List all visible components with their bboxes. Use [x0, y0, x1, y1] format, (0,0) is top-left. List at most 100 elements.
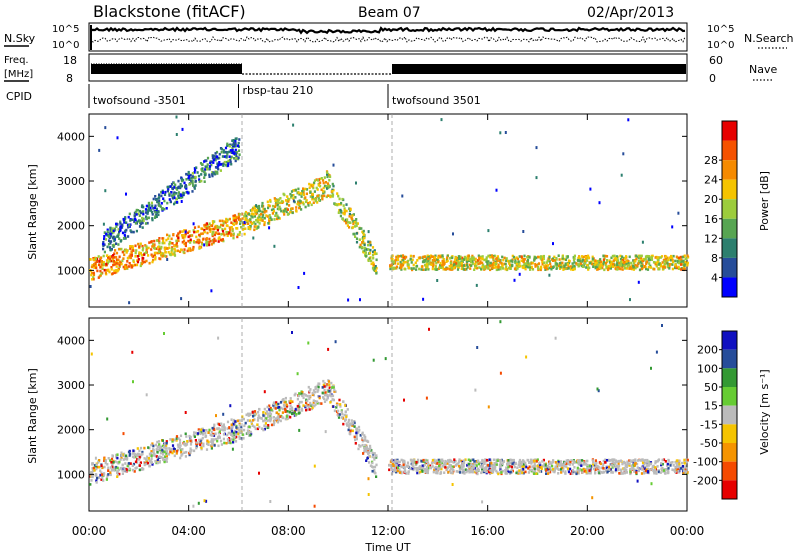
power-echo	[414, 261, 417, 265]
velocity-echo	[547, 462, 550, 466]
power-echo	[208, 167, 211, 170]
velocity-echo	[272, 423, 275, 426]
velocity-echo	[535, 472, 538, 475]
power-echo	[210, 224, 213, 227]
power-echo	[623, 267, 627, 270]
power-echo	[179, 186, 182, 190]
power-echo	[115, 262, 118, 265]
velocity-echo	[524, 464, 527, 467]
velocity-echo	[213, 423, 216, 427]
power-echo	[253, 228, 256, 232]
power-echo	[660, 264, 663, 268]
power-echo	[650, 258, 654, 261]
velocity-echo	[392, 469, 395, 473]
power-echo	[102, 222, 105, 226]
power-echo	[117, 268, 120, 272]
colorbar-swatch	[722, 160, 737, 180]
power-echo	[112, 263, 115, 267]
power-echo	[189, 249, 192, 252]
power-echo	[235, 137, 238, 140]
power-echo	[249, 224, 252, 228]
velocity-echo	[399, 464, 402, 468]
power-echo	[167, 188, 170, 191]
power-echo	[160, 190, 163, 194]
velocity-echo	[371, 469, 374, 473]
power-echo	[218, 161, 221, 164]
velocity-echo	[171, 444, 175, 447]
velocity-echo	[348, 423, 351, 426]
velocity-echo	[272, 404, 275, 407]
velocity-echo	[483, 462, 486, 466]
velocity-echo	[275, 403, 278, 406]
power-echo	[137, 212, 140, 215]
power-echo	[191, 175, 194, 178]
velocity-echo	[554, 336, 557, 340]
velocity-echo	[307, 403, 310, 407]
power-echo	[161, 255, 164, 258]
power-echo	[301, 189, 304, 193]
velocity-echo	[495, 461, 498, 464]
velocity-echo	[436, 462, 439, 465]
velocity-echo	[671, 468, 674, 471]
power-echo	[150, 240, 153, 244]
power-echo	[127, 225, 130, 229]
power-echo	[222, 164, 225, 167]
power-echo	[363, 249, 366, 253]
power-echo	[296, 202, 299, 206]
power-echo	[302, 190, 305, 194]
velocity-echo	[148, 464, 151, 468]
power-echo	[203, 243, 206, 247]
power-echo	[100, 256, 103, 259]
power-echo	[619, 267, 622, 271]
velocity-echo	[162, 453, 165, 456]
power-echo	[470, 256, 473, 259]
velocity-echo	[539, 463, 542, 467]
velocity-echo	[438, 464, 441, 468]
velocity-echo	[557, 464, 561, 467]
velocity-echo	[431, 465, 434, 468]
velocity-echo	[139, 461, 142, 464]
velocity-echo	[460, 467, 463, 471]
power-echo	[228, 150, 231, 154]
velocity-echo	[158, 447, 161, 450]
power-echo	[544, 268, 547, 271]
power-echo	[462, 268, 465, 271]
velocity-echo	[646, 470, 650, 473]
power-echo	[555, 262, 558, 265]
power-echo	[492, 257, 495, 261]
velocity-echo	[411, 462, 414, 466]
power-echo	[336, 203, 339, 207]
velocity-echo	[585, 470, 588, 474]
velocity-echo	[200, 438, 203, 441]
power-echo	[173, 191, 176, 194]
velocity-echo	[472, 458, 475, 462]
power-echo	[113, 227, 116, 231]
power-echo	[238, 214, 241, 218]
power-echo	[110, 259, 113, 263]
power-echo	[493, 266, 496, 269]
velocity-echo	[650, 366, 652, 370]
power-echo	[161, 190, 164, 194]
power-echo	[173, 186, 176, 189]
power-echo	[176, 234, 179, 238]
power-echo	[425, 267, 429, 271]
velocity-echo	[101, 466, 104, 470]
power-echo	[284, 207, 287, 211]
velocity-echo	[229, 404, 232, 408]
velocity-echo	[121, 472, 124, 475]
power-echo	[555, 257, 558, 260]
power-echo	[563, 265, 566, 268]
power-echo	[559, 264, 563, 267]
velocity-echo	[674, 466, 677, 469]
y-tick-label: 2000	[57, 220, 85, 233]
velocity-echo	[277, 402, 280, 406]
velocity-echo	[212, 438, 215, 441]
power-echo	[150, 201, 153, 205]
velocity-echo	[161, 444, 164, 448]
power-echo	[278, 217, 281, 220]
power-echo	[95, 266, 98, 270]
velocity-echo	[345, 415, 348, 418]
velocity-echo	[204, 429, 207, 432]
velocity-echo	[564, 463, 567, 467]
velocity-echo	[239, 431, 242, 435]
